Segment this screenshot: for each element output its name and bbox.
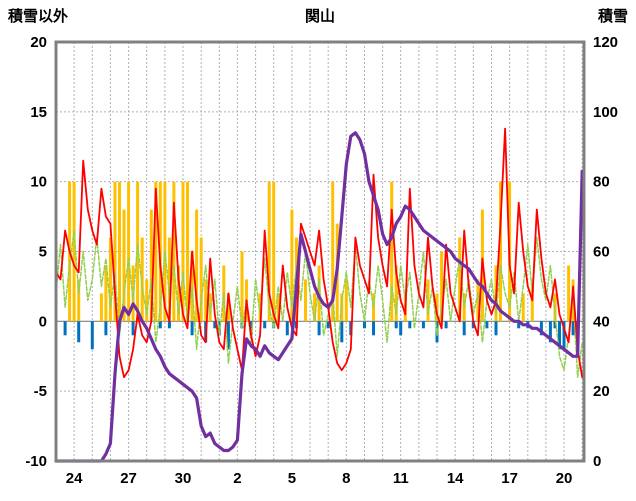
- x-tick-label: 27: [120, 470, 137, 487]
- x-tick-label: 2: [233, 470, 241, 487]
- y-left-tick-label: -5: [34, 383, 47, 400]
- y-left-tick-label: 20: [30, 34, 47, 51]
- y-left-tick-label: 10: [30, 174, 47, 191]
- x-tick-label: 5: [288, 470, 296, 487]
- y-right-tick-label: 0: [593, 453, 601, 470]
- right-axis-title: 積雪: [597, 8, 628, 25]
- y-left-tick-label: 0: [39, 313, 47, 330]
- y-right-tick-label: 80: [593, 174, 610, 191]
- x-tick-label: 8: [342, 470, 350, 487]
- y-right-tick-label: 60: [593, 244, 610, 261]
- x-tick-label: 24: [66, 470, 83, 487]
- y-left-tick-label: 15: [30, 104, 47, 121]
- chart-title: 関山: [304, 8, 335, 25]
- y-right-tick-label: 40: [593, 313, 610, 330]
- x-tick-label: 11: [393, 470, 409, 487]
- left-axis-title: 積雪以外: [8, 8, 69, 25]
- y-right-tick-label: 100: [593, 104, 618, 121]
- x-tick-label: 14: [447, 470, 464, 487]
- y-right-tick-label: 120: [593, 34, 618, 51]
- y-left-tick-label: 5: [39, 244, 47, 261]
- x-tick-label: 30: [175, 470, 192, 487]
- y-right-tick-label: 20: [593, 383, 610, 400]
- y-left-tick-label: -10: [25, 453, 47, 470]
- x-tick-label: 17: [501, 470, 518, 487]
- x-tick-label: 20: [556, 470, 573, 487]
